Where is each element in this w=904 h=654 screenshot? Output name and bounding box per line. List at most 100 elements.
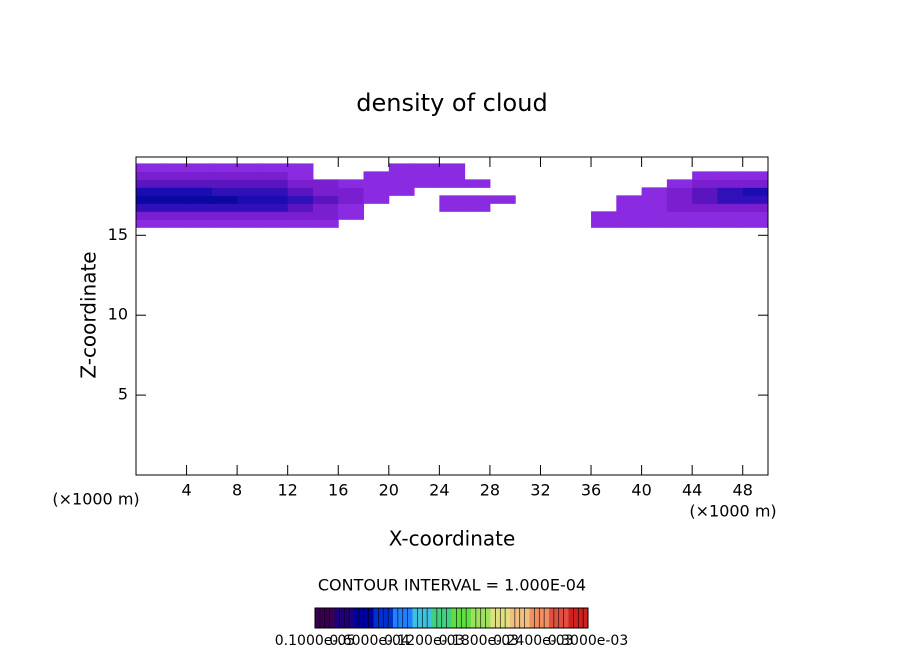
x-tick-label: 36 bbox=[581, 481, 601, 500]
contour-cell bbox=[641, 187, 668, 196]
contour-cell bbox=[363, 195, 390, 204]
contour-cell bbox=[363, 171, 390, 180]
contour-cell bbox=[616, 219, 643, 228]
colorbar-label: 0.1800e-03 bbox=[439, 633, 519, 649]
contour-cell bbox=[742, 203, 769, 212]
contour-cell bbox=[161, 187, 188, 196]
contour-cell bbox=[742, 219, 769, 228]
contour-cell bbox=[666, 195, 693, 204]
contour-cell bbox=[287, 171, 314, 180]
contour-cell bbox=[363, 179, 390, 188]
contour-cell bbox=[388, 163, 415, 172]
x-tick-label: 8 bbox=[232, 481, 242, 500]
contour-cell bbox=[388, 179, 415, 188]
contour-cell bbox=[262, 187, 289, 196]
contour-cell bbox=[262, 219, 289, 228]
contour-cell bbox=[186, 195, 213, 204]
contour-cell bbox=[262, 171, 289, 180]
contour-cell bbox=[237, 171, 263, 180]
contour-cell bbox=[237, 179, 263, 188]
contour-cell bbox=[717, 171, 744, 180]
contour-cell bbox=[186, 163, 213, 172]
contour-cell bbox=[136, 203, 162, 212]
contour-cell bbox=[338, 203, 365, 212]
contour-cell bbox=[692, 211, 718, 220]
contour-cell bbox=[262, 195, 289, 204]
contour-cell bbox=[211, 211, 238, 220]
contour-cell bbox=[742, 179, 769, 188]
contour-cell bbox=[641, 219, 668, 228]
contour-cell bbox=[591, 219, 617, 228]
contour-cell bbox=[161, 203, 188, 212]
contour-cell bbox=[262, 203, 289, 212]
contour-cell bbox=[616, 203, 643, 212]
contour-cell bbox=[287, 179, 314, 188]
contour-cell bbox=[717, 203, 744, 212]
contour-cell bbox=[136, 195, 162, 204]
contour-cell bbox=[186, 203, 213, 212]
contour-cell bbox=[717, 179, 744, 188]
contour-cell bbox=[742, 171, 769, 180]
contour-cell bbox=[388, 187, 415, 196]
contour-cell bbox=[414, 179, 440, 188]
contour-cell bbox=[666, 179, 693, 188]
x-tick-label: 20 bbox=[379, 481, 399, 500]
contour-cell bbox=[464, 195, 491, 204]
contour-cell bbox=[591, 211, 617, 220]
contour-cell bbox=[439, 203, 466, 212]
contour-cell bbox=[186, 179, 213, 188]
contour-cell bbox=[287, 219, 314, 228]
contour-cell bbox=[338, 195, 365, 204]
contour-interval: CONTOUR INTERVAL = 1.000E-04 bbox=[318, 576, 586, 595]
contour-cell bbox=[237, 163, 263, 172]
colorbar-label: 0.1200e-03 bbox=[384, 633, 464, 649]
x-unit-right: (×1000 m) bbox=[689, 502, 776, 521]
contour-cell bbox=[287, 163, 314, 172]
contour-cell bbox=[312, 203, 339, 212]
x-tick-label: 4 bbox=[181, 481, 191, 500]
x-tick-label: 16 bbox=[328, 481, 348, 500]
contour-cell bbox=[312, 187, 339, 196]
y-tick-label: 15 bbox=[108, 225, 128, 244]
contour-cell bbox=[692, 171, 718, 180]
contour-cell bbox=[186, 171, 213, 180]
contour-cell bbox=[287, 211, 314, 220]
contour-cell bbox=[489, 195, 516, 204]
contour-cell bbox=[641, 203, 668, 212]
colorbar-label: 0.1000e-05 bbox=[275, 633, 355, 649]
contour-cell bbox=[136, 187, 162, 196]
contour-cell bbox=[666, 187, 693, 196]
x-unit-left: (×1000 m) bbox=[52, 490, 139, 509]
colorbar-frame bbox=[314, 607, 589, 629]
y-tick-label: 10 bbox=[108, 305, 128, 324]
contour-cell bbox=[237, 195, 263, 204]
contour-field bbox=[136, 163, 769, 228]
y-axis-label: Z-coordinate bbox=[77, 251, 101, 378]
contour-cell bbox=[237, 211, 263, 220]
y-tick-label: 5 bbox=[118, 385, 128, 404]
colorbar-label: 0.6000e-04 bbox=[329, 633, 410, 649]
contour-cell bbox=[237, 219, 263, 228]
contour-cell bbox=[338, 179, 365, 188]
contour-cell bbox=[717, 211, 744, 220]
contour-cell bbox=[136, 219, 162, 228]
contour-cell bbox=[161, 171, 188, 180]
contour-cell bbox=[136, 211, 162, 220]
contour-cell bbox=[136, 163, 162, 172]
contour-cell bbox=[287, 203, 314, 212]
contour-cell bbox=[312, 211, 339, 220]
contour-cell bbox=[692, 219, 718, 228]
contour-cell bbox=[262, 211, 289, 220]
contour-cell bbox=[262, 179, 289, 188]
contour-cell bbox=[211, 187, 238, 196]
contour-cell bbox=[742, 211, 769, 220]
colorbar-label: 0.3000e-03 bbox=[548, 633, 628, 649]
x-tick-label: 32 bbox=[530, 481, 550, 500]
contour-cell bbox=[717, 219, 744, 228]
contour-cell bbox=[161, 163, 188, 172]
contour-cell bbox=[439, 171, 466, 180]
x-tick-label: 40 bbox=[631, 481, 651, 500]
contour-cell bbox=[136, 171, 162, 180]
contour-cell bbox=[161, 211, 188, 220]
contour-cell bbox=[388, 171, 415, 180]
